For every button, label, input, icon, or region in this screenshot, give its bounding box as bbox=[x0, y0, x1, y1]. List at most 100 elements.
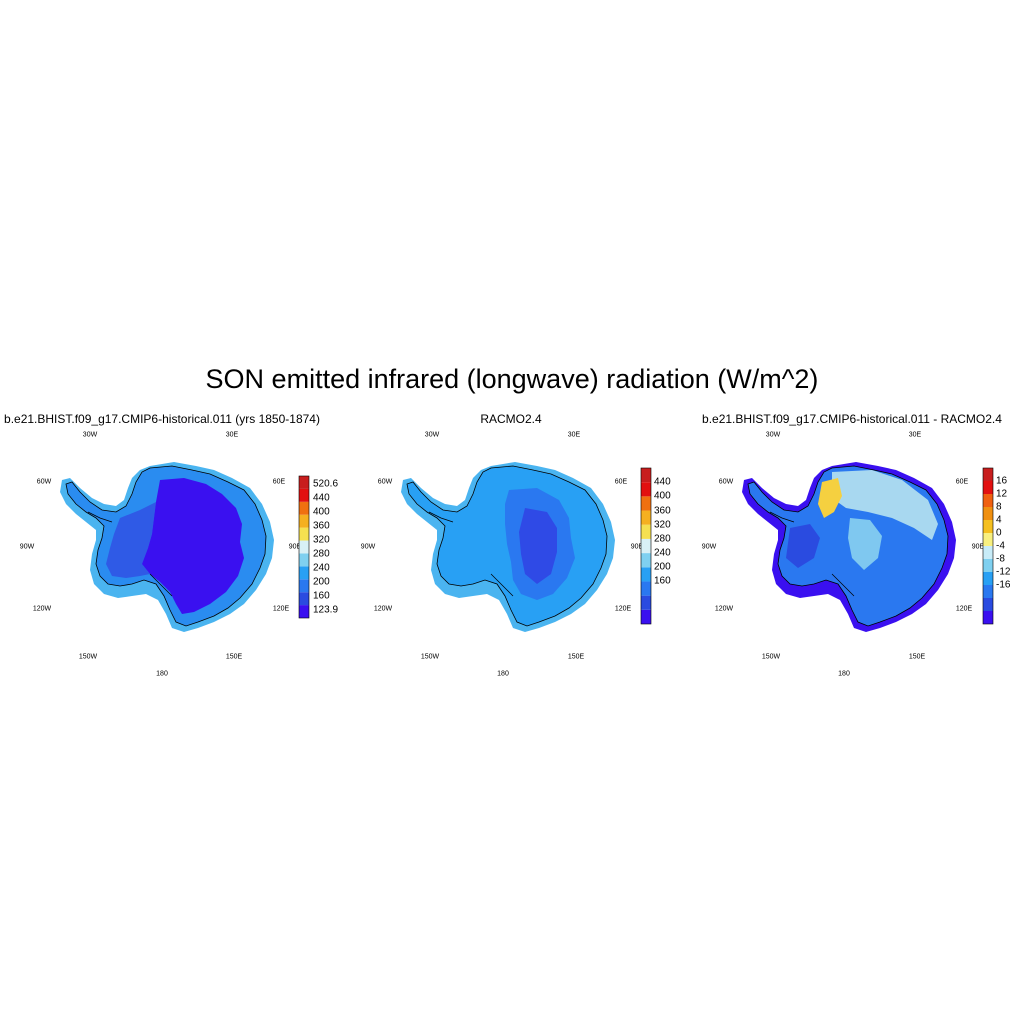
graticule-label-150e: 150E bbox=[567, 653, 585, 661]
colorbar-swatch bbox=[299, 476, 309, 489]
ice-shelf-line bbox=[87, 511, 113, 523]
panel-title: b.e21.BHIST.f09_g17.CMIP6-historical.011… bbox=[4, 412, 320, 426]
graticule-label-180: 180 bbox=[838, 670, 850, 678]
graticule-label-180: 180 bbox=[497, 670, 509, 678]
colorbar-swatch bbox=[641, 609, 651, 624]
field-interior bbox=[142, 478, 244, 614]
colorbar-swatch bbox=[983, 572, 993, 585]
colorbar-swatch bbox=[299, 553, 309, 567]
ice-shelf-line bbox=[149, 573, 173, 597]
main-title: SON emitted infrared (longwave) radiatio… bbox=[205, 364, 819, 394]
colorbar-swatch bbox=[641, 553, 651, 568]
graticule-label-150e: 150E bbox=[908, 653, 926, 661]
graticule-label-120w: 120W bbox=[714, 605, 734, 613]
panel-title: RACMO2.4 bbox=[480, 412, 542, 426]
graticule-label-90e: 90E bbox=[288, 543, 302, 551]
colorbar-swatch bbox=[641, 496, 651, 511]
colorbar-swatch bbox=[983, 559, 993, 572]
panel-title: b.e21.BHIST.f09_g17.CMIP6-historical.011… bbox=[702, 412, 1002, 426]
colorbar-swatch bbox=[641, 482, 651, 497]
graticule-label-30e: 30E bbox=[908, 431, 922, 439]
colorbar-label: 400 bbox=[654, 490, 671, 502]
colorbar-label: -8 bbox=[996, 553, 1005, 565]
graticule-label-120w: 120W bbox=[32, 605, 52, 613]
antarctica-map bbox=[401, 462, 615, 632]
field-positive-region bbox=[832, 470, 938, 540]
graticule-label-90w: 90W bbox=[701, 543, 717, 551]
colorbar-swatch bbox=[641, 538, 651, 554]
graticule-label-180: 180 bbox=[156, 670, 168, 678]
field-warm-anomaly bbox=[818, 478, 842, 518]
colorbar-label: -4 bbox=[996, 540, 1005, 552]
graticule-label-30w: 30W bbox=[424, 431, 440, 439]
colorbar-label: 12 bbox=[996, 488, 1008, 500]
ice-shelf-line bbox=[428, 511, 454, 523]
field-mid bbox=[106, 502, 156, 578]
colorbar-swatch bbox=[983, 533, 993, 546]
graticule-label-120w: 120W bbox=[373, 605, 393, 613]
colorbar-label: 123.9 bbox=[313, 604, 339, 616]
colorbar-label: 280 bbox=[313, 548, 330, 560]
graticule-label-120e: 120E bbox=[955, 605, 973, 613]
colorbar-swatch bbox=[983, 507, 993, 520]
colorbar-label: 360 bbox=[654, 505, 671, 517]
colorbar bbox=[640, 467, 652, 625]
graticule-label-90e: 90E bbox=[971, 543, 985, 551]
graticule-label-150w: 150W bbox=[78, 653, 98, 661]
colorbar-swatch bbox=[299, 514, 309, 528]
colorbar-label: 440 bbox=[654, 476, 671, 488]
colorbar-swatch bbox=[299, 501, 309, 515]
coastline bbox=[406, 465, 608, 627]
antarctica-map bbox=[60, 462, 274, 632]
colorbar-swatch bbox=[983, 546, 993, 559]
colorbar bbox=[982, 467, 994, 625]
graticule-label-120e: 120E bbox=[614, 605, 632, 613]
colorbar-label: 16 bbox=[996, 475, 1008, 487]
colorbar-swatch bbox=[641, 581, 651, 596]
colorbar-label: 320 bbox=[313, 534, 330, 546]
graticule-label-150w: 150W bbox=[420, 653, 440, 661]
antarctica-map bbox=[742, 462, 956, 632]
colorbar-swatch bbox=[641, 510, 651, 525]
colorbar-swatch bbox=[641, 468, 651, 483]
colorbar-swatch bbox=[299, 488, 309, 502]
colorbar-swatch bbox=[299, 579, 309, 593]
colorbar-swatch bbox=[299, 566, 309, 580]
panel-racmo: RACMO2.4 30W 30E 60W 60E 90W 90E 120W 12… bbox=[341, 408, 681, 688]
colorbar-label: 240 bbox=[313, 562, 330, 574]
colorbar-swatch bbox=[983, 481, 993, 494]
colorbar-swatch bbox=[299, 592, 309, 606]
colorbar-label: 280 bbox=[654, 533, 671, 545]
map-field bbox=[60, 462, 274, 632]
graticule-label-60e: 60E bbox=[272, 478, 286, 486]
field-neutral bbox=[848, 518, 882, 570]
colorbar-label: 360 bbox=[313, 520, 330, 532]
graticule-label-30w: 30W bbox=[82, 431, 98, 439]
panel-difference: b.e21.BHIST.f09_g17.CMIP6-historical.011… bbox=[682, 408, 1022, 688]
graticule-label-60e: 60E bbox=[955, 478, 969, 486]
graticule-label-60w: 60W bbox=[36, 478, 52, 486]
colorbar bbox=[298, 475, 310, 619]
colorbar-label: 440 bbox=[313, 492, 330, 504]
colorbar-swatch bbox=[299, 527, 309, 541]
colorbar-swatch bbox=[983, 598, 993, 611]
colorbar-label: -12 bbox=[996, 566, 1011, 578]
colorbar-label: 4 bbox=[996, 514, 1002, 526]
colorbar-swatch bbox=[299, 605, 309, 618]
colorbar-swatch bbox=[641, 524, 651, 539]
ice-shelf-line bbox=[769, 511, 795, 523]
graticule-label-90e: 90E bbox=[630, 543, 644, 551]
graticule-label-60e: 60E bbox=[614, 478, 628, 486]
coastline bbox=[65, 465, 267, 627]
colorbar-swatch bbox=[983, 494, 993, 507]
colorbar-label: 240 bbox=[654, 547, 671, 559]
ice-shelf-line bbox=[490, 573, 514, 597]
graticule-label-150e: 150E bbox=[225, 653, 243, 661]
graticule-label-90w: 90W bbox=[360, 543, 376, 551]
field-interior bbox=[519, 508, 557, 584]
colorbar-label: 200 bbox=[313, 576, 330, 588]
colorbar-label: 160 bbox=[654, 575, 671, 587]
graticule-label-90w: 90W bbox=[19, 543, 35, 551]
colorbar-swatch bbox=[983, 585, 993, 598]
coastline bbox=[747, 465, 949, 627]
